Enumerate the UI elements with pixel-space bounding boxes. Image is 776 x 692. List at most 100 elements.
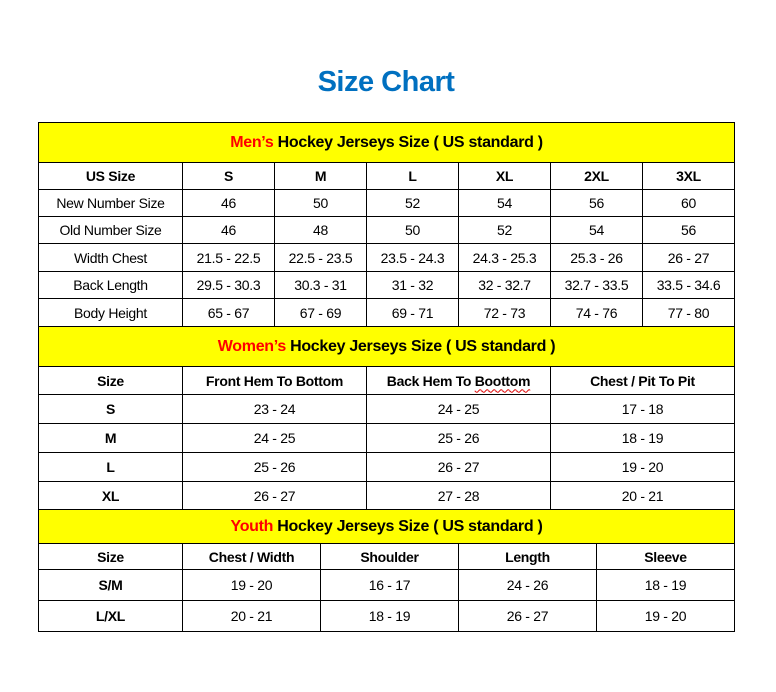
table-cell: 60 <box>641 189 736 217</box>
table-cell: 46 <box>182 189 275 217</box>
column-header: L <box>366 162 459 190</box>
table-cell: 19 - 20 <box>549 452 736 482</box>
column-header: Sleeve <box>596 543 735 570</box>
table-cell: 48 <box>274 216 367 244</box>
section-title-rest: Hockey Jerseys Size ( US standard ) <box>285 337 556 355</box>
table-cell: 20 - 21 <box>182 600 321 632</box>
column-header-row: Size Chest / Width Shoulder Length Sleeve <box>38 543 735 570</box>
table-cell: 69 - 71 <box>366 298 459 327</box>
table-cell: 26 - 27 <box>366 452 551 482</box>
womens-section-header: Women’s Hockey Jerseys Size ( US standar… <box>37 326 736 367</box>
column-header: 3XL <box>641 162 736 190</box>
table-cell: 32 - 32.7 <box>458 271 551 299</box>
table-cell: 26 - 27 <box>458 600 597 632</box>
column-header: US Size <box>38 162 183 190</box>
row-label: Body Height <box>38 298 183 327</box>
column-header: S <box>182 162 275 190</box>
section-title: Men’s Hockey Jerseys Size ( US standard … <box>37 122 736 163</box>
table-cell: 50 <box>366 216 459 244</box>
column-header: Shoulder <box>320 543 459 570</box>
table-cell: 18 - 19 <box>549 423 736 453</box>
row-label: M <box>38 423 183 453</box>
table-cell: 30.3 - 31 <box>274 271 367 299</box>
row-label: XL <box>38 481 183 510</box>
row-label: Back Length <box>38 271 183 299</box>
column-header-row: US Size S M L XL 2XL 3XL <box>38 162 736 190</box>
row-label: L <box>38 452 183 482</box>
column-header: Back Hem To Boottom <box>366 366 551 395</box>
table-cell: 24 - 25 <box>366 394 551 424</box>
table-cell: 46 <box>182 216 275 244</box>
section-title-highlight: Youth <box>230 517 274 535</box>
table-row: M 24 - 25 25 - 26 18 - 19 <box>38 423 736 453</box>
mens-section-header: Men’s Hockey Jerseys Size ( US standard … <box>37 122 736 163</box>
table-cell: 25 - 26 <box>366 423 551 453</box>
table-cell: 22.5 - 23.5 <box>274 243 367 272</box>
table-cell: 24.3 - 25.3 <box>458 243 551 272</box>
column-header: Size <box>38 543 183 570</box>
row-label: L/XL <box>38 600 183 632</box>
section-title: Women’s Hockey Jerseys Size ( US standar… <box>37 326 736 367</box>
column-header: Size <box>38 366 183 395</box>
spelling-underline: Boottom <box>474 372 531 389</box>
table-cell: 19 - 20 <box>596 600 735 632</box>
row-label: New Number Size <box>38 189 183 217</box>
table-cell: 52 <box>366 189 459 217</box>
table-cell: 32.7 - 33.5 <box>550 271 643 299</box>
table-row: S 23 - 24 24 - 25 17 - 18 <box>38 394 736 424</box>
table-cell: 23 - 24 <box>182 394 367 424</box>
table-cell: 31 - 32 <box>366 271 459 299</box>
table-cell: 18 - 19 <box>320 600 459 632</box>
row-label: S/M <box>38 569 183 601</box>
row-label: Width Chest <box>38 243 183 272</box>
section-title: Youth Hockey Jerseys Size ( US standard … <box>38 509 735 544</box>
table-cell: 25.3 - 26 <box>550 243 643 272</box>
table-cell: 50 <box>274 189 367 217</box>
table-row: New Number Size 46 50 52 54 56 60 <box>38 189 736 217</box>
table-cell: 26 - 27 <box>182 481 367 510</box>
column-header: XL <box>458 162 551 190</box>
table-cell: 67 - 69 <box>274 298 367 327</box>
table-cell: 33.5 - 34.6 <box>641 271 736 299</box>
table-cell: 54 <box>550 216 643 244</box>
table-cell: 29.5 - 30.3 <box>182 271 275 299</box>
row-label: S <box>38 394 183 424</box>
table-cell: 20 - 21 <box>549 481 736 510</box>
table-cell: 21.5 - 22.5 <box>182 243 275 272</box>
table-cell: 56 <box>641 216 736 244</box>
table-cell: 17 - 18 <box>549 394 736 424</box>
section-title-rest: Hockey Jerseys Size ( US standard ) <box>273 133 543 151</box>
mens-size-table: Men’s Hockey Jerseys Size ( US standard … <box>37 122 736 327</box>
table-cell: 52 <box>458 216 551 244</box>
row-label: Old Number Size <box>38 216 183 244</box>
page-title: Size Chart <box>317 66 455 98</box>
column-header: Chest / Pit To Pit <box>549 366 736 395</box>
table-row: Body Height 65 - 67 67 - 69 69 - 71 72 - 73 7… <box>38 298 736 327</box>
table-cell: 27 - 28 <box>366 481 551 510</box>
table-row: Width Chest 21.5 - 22.5 22.5 - 23.5 23.5 - … <box>38 243 736 272</box>
section-title-rest: Hockey Jerseys Size ( US standard ) <box>273 517 543 535</box>
table-row: Old Number Size 46 48 50 52 54 56 <box>38 216 736 244</box>
table-cell: 24 - 26 <box>458 569 597 601</box>
table-row: Back Length 29.5 - 30.3 30.3 - 31 31 - 32 32… <box>38 271 736 299</box>
table-cell: 18 - 19 <box>596 569 735 601</box>
table-cell: 19 - 20 <box>182 569 321 601</box>
table-cell: 24 - 25 <box>182 423 367 453</box>
table-row: L/XL 20 - 21 18 - 19 26 - 27 19 - 20 <box>38 600 735 632</box>
table-cell: 54 <box>458 189 551 217</box>
table-cell: 25 - 26 <box>182 452 367 482</box>
column-header: Front Hem To Bottom <box>182 366 367 395</box>
table-cell: 65 - 67 <box>182 298 275 327</box>
section-title-highlight: Women’s <box>217 337 286 355</box>
column-header: Length <box>458 543 597 570</box>
table-cell: 26 - 27 <box>641 243 736 272</box>
column-header: 2XL <box>550 162 643 190</box>
column-header-row: Size Front Hem To Bottom Back Hem To Boott… <box>38 366 736 395</box>
table-cell: 74 - 76 <box>550 298 643 327</box>
table-cell: 56 <box>550 189 643 217</box>
table-cell: 77 - 80 <box>641 298 736 327</box>
table-row: XL 26 - 27 27 - 28 20 - 21 <box>38 481 736 510</box>
table-cell: 72 - 73 <box>458 298 551 327</box>
youth-section-header: Youth Hockey Jerseys Size ( US standard … <box>38 509 735 544</box>
table-cell: 23.5 - 24.3 <box>366 243 459 272</box>
